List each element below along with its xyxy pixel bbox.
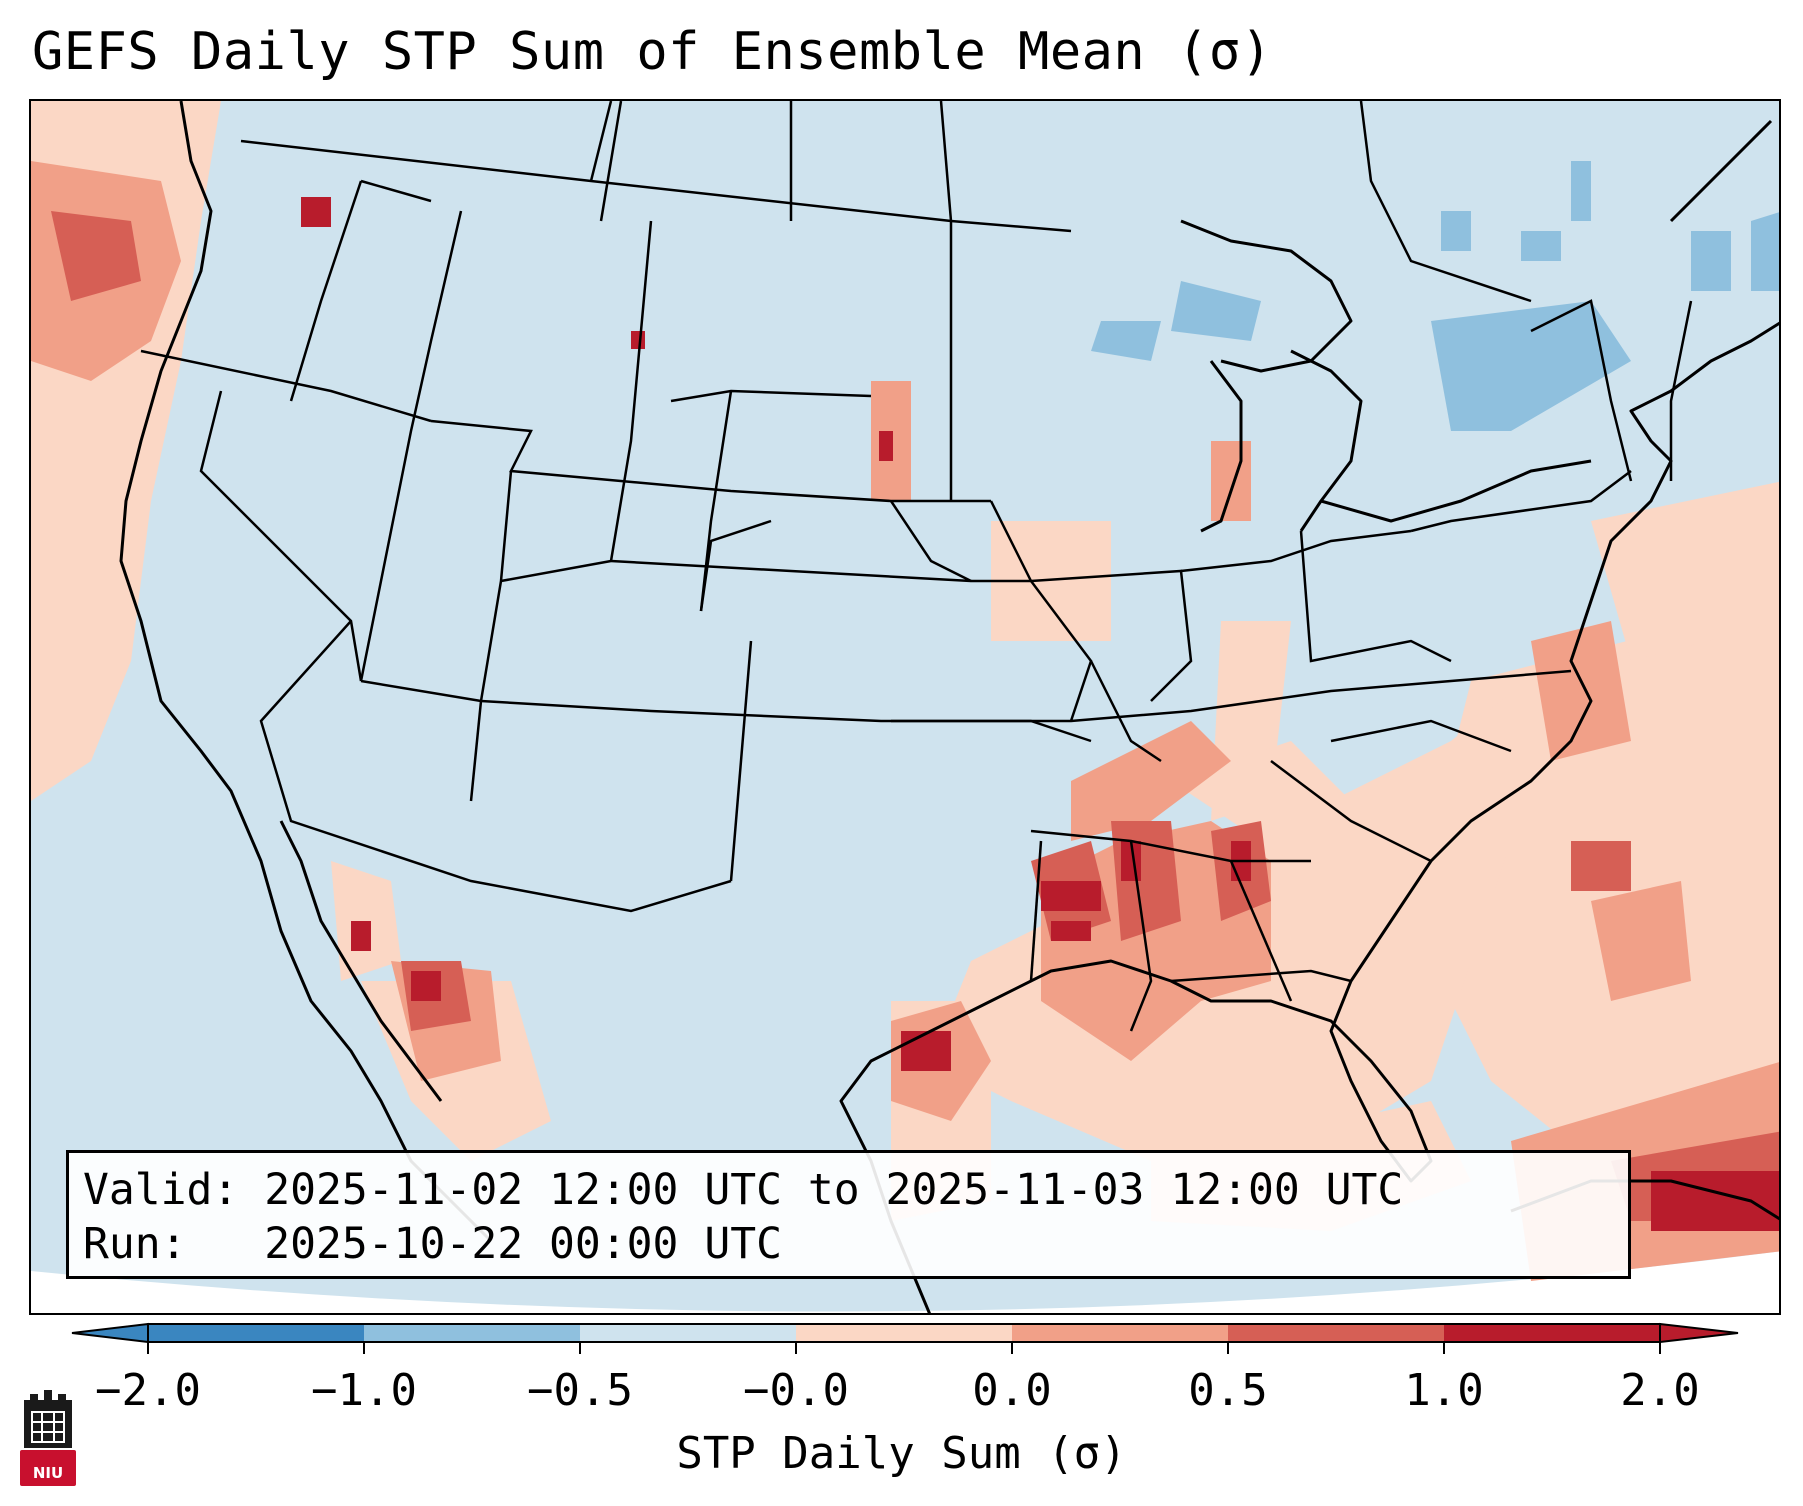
colorbar-extend-min [71, 1322, 149, 1344]
colorbar-tick-label: −2.0 [95, 1365, 201, 1416]
colorbar-segment [364, 1324, 580, 1342]
colorbar-tick-label: −1.0 [311, 1365, 417, 1416]
colorbar-extend-max [1659, 1322, 1739, 1344]
run-label: Run: [83, 1219, 187, 1269]
logo-text: NIU [32, 1464, 64, 1482]
colorbar-segment [148, 1324, 364, 1342]
colorbar-segment [1012, 1324, 1228, 1342]
niu-logo: NIU [20, 1390, 76, 1486]
colorbar-tick-label: −0.0 [743, 1365, 849, 1416]
valid-value: 2025-11-02 12:00 UTC to 2025-11-03 12:00… [264, 1165, 1404, 1215]
valid-run-info-box: Valid: 2025-11-02 12:00 UTC to 2025-11-0… [66, 1150, 1631, 1279]
colorbar-label: STP Daily Sum (σ) [676, 1428, 1127, 1479]
colorbar-segment [1444, 1324, 1660, 1342]
chart-title: GEFS Daily STP Sum of Ensemble Mean (σ) [32, 22, 1273, 82]
colorbar-outline [147, 1323, 1661, 1343]
colorbar-tick-label: 0.0 [972, 1365, 1052, 1416]
colorbar-segment [580, 1324, 796, 1342]
colorbar-tick-label: −0.5 [527, 1365, 633, 1416]
anomaly-max [301, 197, 1779, 1231]
map-panel [29, 99, 1781, 1315]
colorbar-segment [796, 1324, 1012, 1342]
colorbar-segment [1228, 1324, 1444, 1342]
valid-label: Valid: [83, 1165, 239, 1215]
outside-domain [31, 1251, 1779, 1313]
colorbar-tick-label: 0.5 [1188, 1365, 1268, 1416]
anomaly-negative [1091, 161, 1779, 431]
state-borders [140, 101, 1693, 1032]
run-value: 2025-10-22 00:00 UTC [264, 1219, 782, 1269]
colorbar-tick-label: 2.0 [1620, 1365, 1700, 1416]
map-canvas [31, 101, 1779, 1313]
colorbar-tick-label: 1.0 [1404, 1365, 1484, 1416]
